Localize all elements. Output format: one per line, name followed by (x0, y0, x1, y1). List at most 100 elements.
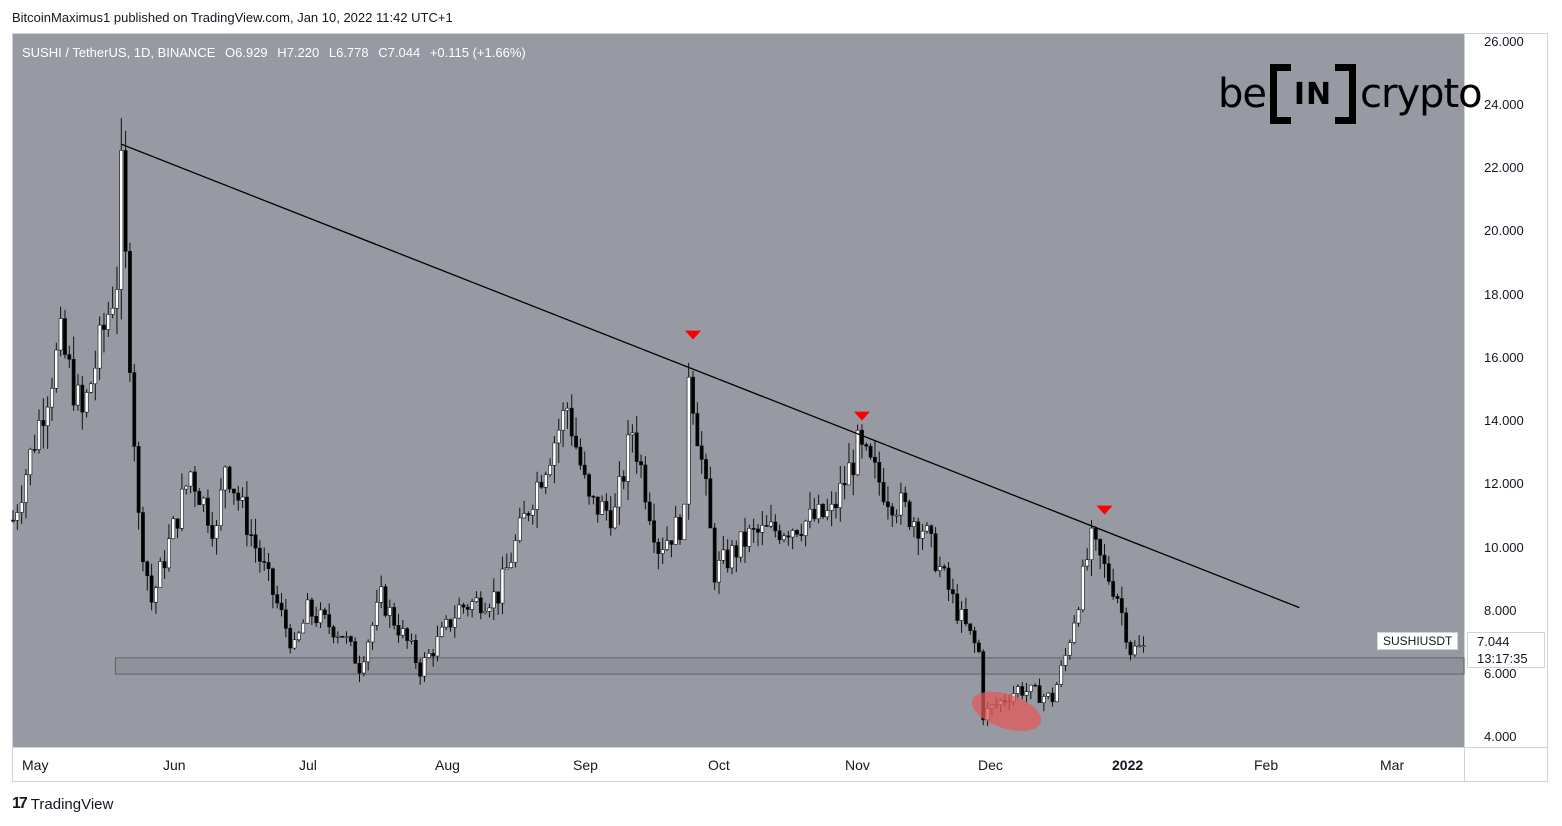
last-price-label: 7.044 13:17:35 (1467, 632, 1545, 668)
candle-body (487, 607, 492, 612)
logo-text-be: be (1218, 71, 1267, 117)
candle-body (838, 483, 843, 509)
candle-body (206, 497, 210, 526)
candle-body (890, 506, 895, 516)
candle-body (747, 528, 752, 547)
candle-body (357, 663, 362, 674)
candle-body (756, 528, 760, 533)
candle-body (591, 495, 596, 498)
candle-body (959, 609, 964, 621)
candle-body (141, 512, 145, 563)
candle-body (435, 636, 440, 657)
candle-body (929, 525, 934, 534)
candle-body (877, 461, 882, 483)
candle-body (621, 476, 626, 482)
candle-body (335, 635, 340, 638)
candle-body (552, 442, 557, 466)
candle-body (1037, 685, 1042, 703)
time-axis[interactable] (13, 747, 1464, 781)
candle-body (517, 517, 522, 541)
publish-info: BitcoinMaximus1 published on TradingView… (12, 10, 453, 25)
currency-unit-badge[interactable]: USDT (1487, 44, 1530, 62)
candle-body (513, 540, 518, 563)
candle-body (54, 349, 59, 389)
candle-body (97, 324, 102, 369)
candle-body (305, 599, 310, 624)
candle-body (15, 512, 20, 521)
candle-body (920, 530, 925, 539)
tradingview-watermark[interactable]: 17 TradingView (12, 795, 113, 813)
price-tick-label: 4.000 (1484, 729, 1517, 744)
candle-body (344, 636, 349, 638)
candle-body (734, 545, 739, 558)
candle-body (314, 616, 319, 624)
price-axis[interactable] (1464, 34, 1547, 747)
price-tick-label: 26.000 (1484, 34, 1524, 49)
price-tick-label: 14.000 (1484, 413, 1524, 428)
legend-low-key: L (328, 45, 337, 60)
candle-body (1028, 684, 1033, 692)
candle-body (699, 445, 704, 460)
candle-body (11, 519, 15, 522)
candle-body (1093, 527, 1098, 540)
candle-body (63, 318, 67, 355)
candle-body (981, 651, 986, 721)
candle-body (821, 503, 825, 518)
legend-close-value: 7.044 (387, 45, 421, 60)
candle-body (1089, 527, 1094, 561)
candle-body (322, 609, 327, 615)
candle-body (1041, 696, 1046, 703)
candle-body (231, 488, 236, 494)
candle-body (132, 372, 137, 447)
candle-body (1085, 559, 1090, 567)
candle-body (782, 535, 786, 541)
time-tick-label: Aug (435, 757, 460, 773)
candle-body (1128, 641, 1133, 656)
candle-body (158, 561, 163, 588)
candle-body (864, 444, 869, 447)
candle-body (19, 502, 24, 513)
candle-body (348, 636, 353, 642)
candle-body (24, 474, 28, 503)
candle-body (80, 384, 85, 413)
candle-body (855, 429, 860, 476)
logo-text-in: IN (1293, 76, 1333, 112)
candle-body (439, 626, 444, 637)
candle-body (1046, 692, 1051, 697)
candle-body (899, 492, 903, 516)
candle-body (201, 497, 206, 505)
chart-plot-area[interactable] (13, 34, 1464, 747)
legend-close-key: C (378, 45, 388, 60)
candle-body (686, 376, 691, 505)
candle-body (136, 446, 141, 513)
candle-body (764, 525, 769, 527)
candle-body (860, 429, 864, 445)
logo-bracket-icon: IN (1270, 64, 1356, 124)
candle-body (773, 521, 778, 532)
candle-body (816, 503, 821, 520)
candle-body (665, 540, 669, 550)
candle-body (660, 549, 665, 554)
candle-body (530, 509, 535, 516)
candle-body (1059, 665, 1064, 685)
candle-body (71, 359, 76, 406)
candle-body (721, 549, 726, 561)
candle-body (912, 521, 916, 528)
candle-body (626, 434, 630, 482)
candle-body (873, 456, 877, 463)
time-tick-label: Nov (845, 757, 870, 773)
candle-body (227, 466, 232, 490)
candle-body (89, 383, 93, 393)
tradingview-logo-icon: 17 (12, 795, 28, 812)
candle-body (691, 376, 695, 414)
candle-body (595, 496, 600, 515)
candle-body (296, 632, 301, 641)
legend-low-value: 6.778 (336, 45, 369, 60)
candle-body (171, 518, 176, 540)
candle-body (790, 530, 795, 538)
logo-text-crypto: crypto (1360, 71, 1483, 117)
price-tick-label: 10.000 (1484, 540, 1524, 555)
candle-body (1080, 565, 1085, 611)
candle-body (1072, 622, 1077, 643)
candle-body (933, 533, 938, 571)
